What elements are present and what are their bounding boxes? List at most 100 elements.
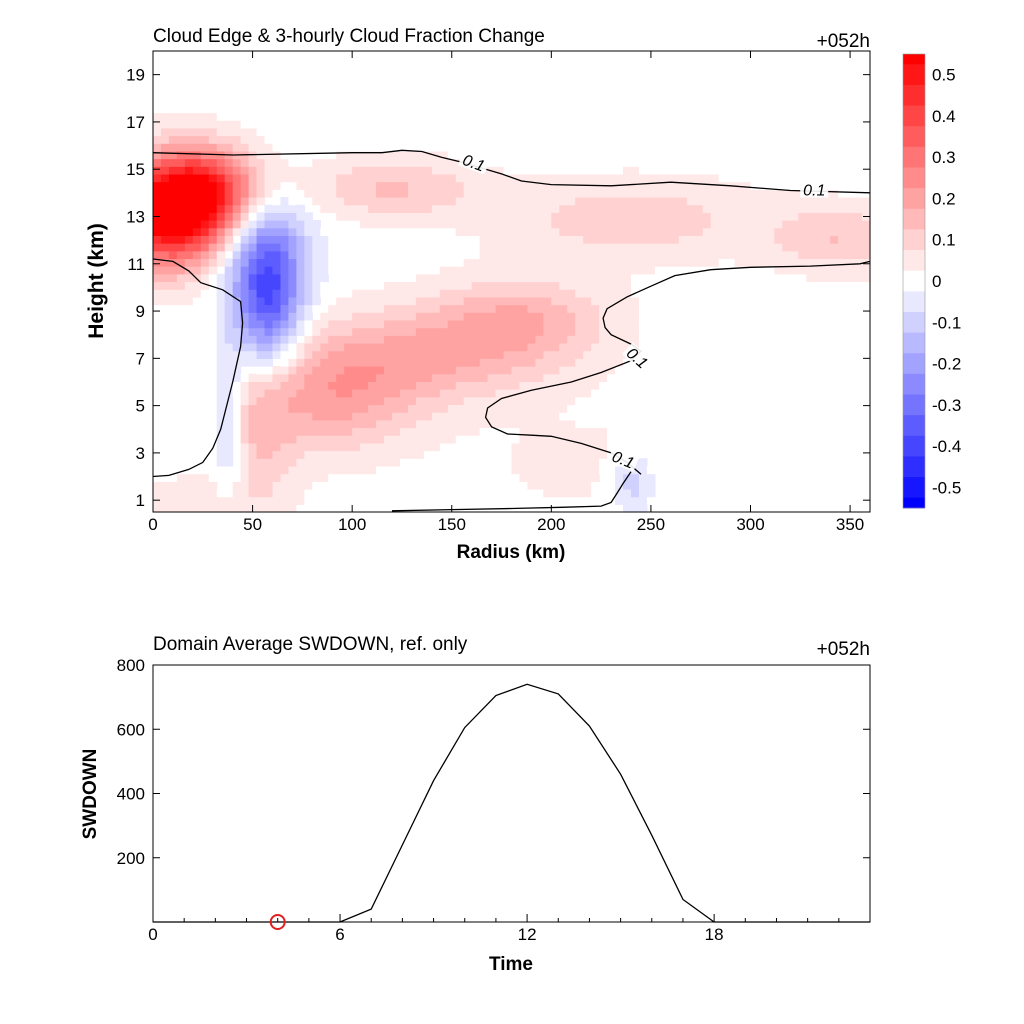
heatmap-cell [312, 465, 321, 475]
heatmap-cell [471, 181, 481, 190]
heatmap-cell [328, 196, 337, 206]
heatmap-cell [248, 419, 258, 429]
heatmap-cell [407, 442, 417, 452]
heatmap-cell [272, 173, 282, 183]
heatmap-cell [264, 319, 274, 329]
heatmap-cell [447, 304, 457, 313]
heatmap-cell [543, 319, 552, 329]
heatmap-cell [726, 227, 736, 236]
heatmap-cell [702, 235, 712, 244]
heatmap-cell [487, 442, 497, 452]
heatmap-cell [631, 504, 640, 513]
heatmap-cell [511, 212, 521, 221]
heatmap-cell [551, 189, 560, 198]
heatmap-cell [423, 158, 433, 167]
heatmap-cell [336, 304, 345, 313]
heatmap-cell [519, 412, 529, 421]
heatmap-cell [336, 404, 345, 413]
heatmap-cell [407, 319, 417, 329]
colorbar-cell [903, 126, 925, 148]
heatmap-cell [192, 181, 202, 190]
heatmap-cell [368, 335, 377, 344]
heatmap-cell [296, 304, 305, 313]
heatmap-cell [399, 366, 409, 375]
heatmap-cell [726, 250, 736, 260]
colorbar-cell [903, 415, 925, 437]
colorbar-cell [903, 146, 925, 168]
heatmap-cell [575, 335, 584, 344]
heatmap-cell [511, 458, 521, 467]
heatmap-cell [304, 465, 313, 475]
heatmap-cell [240, 312, 250, 321]
heatmap-cell [495, 296, 505, 306]
heatmap-cell [320, 304, 329, 313]
heatmap-cell [742, 243, 752, 252]
heatmap-cell [304, 304, 313, 313]
heatmap-cell [280, 319, 290, 329]
heatmap-cell [527, 404, 536, 413]
heatmap-cell [439, 173, 449, 183]
heatmap-cell [447, 166, 457, 175]
heatmap-cell [264, 166, 274, 175]
heatmap-cell [216, 450, 226, 459]
heatmap-cell [200, 273, 210, 283]
heatmap-cell [686, 196, 696, 206]
heatmap-cell [694, 473, 704, 482]
heatmap-cell [654, 273, 664, 283]
heatmap-cell [256, 127, 266, 137]
heatmap-cell [599, 289, 608, 298]
heatmap-cell [447, 250, 457, 260]
heatmap-cell [479, 442, 489, 452]
heatmap-cell [264, 465, 274, 475]
heatmap-cell [599, 281, 608, 290]
heatmap-cell [559, 204, 568, 213]
heatmap-cell [814, 220, 823, 229]
heatmap-cell [623, 281, 632, 290]
heatmap-cell [168, 304, 178, 313]
heatmap-cell [415, 158, 425, 167]
heatmap-cell [216, 204, 226, 213]
heatmap-cell [384, 296, 393, 306]
heatmap-cell [479, 212, 489, 221]
heatmap-cell [670, 166, 680, 175]
heatmap-cell [455, 419, 465, 429]
heatmap-cell [503, 473, 513, 482]
heatmap-cell [320, 273, 329, 283]
heatmap-cell [471, 419, 481, 429]
heatmap-cell [511, 196, 521, 206]
heatmap-cell [176, 258, 186, 267]
heatmap-cell [256, 389, 266, 398]
heatmap-cell [694, 220, 704, 229]
heatmap-cell [495, 458, 505, 467]
heatmap-cell [559, 158, 568, 167]
heatmap-cell [607, 404, 616, 413]
heatmap-cell [200, 266, 210, 275]
heatmap-cell [399, 473, 409, 482]
heatmap-cell [184, 127, 194, 137]
heatmap-cell [168, 235, 178, 244]
heatmap-cell [216, 366, 226, 375]
heatmap-cell [280, 335, 290, 344]
heatmap-cell [455, 304, 465, 313]
heatmap-cell [726, 166, 736, 175]
heatmap-cell [320, 358, 329, 367]
heatmap-cell [224, 396, 234, 406]
heatmap-cell [631, 158, 640, 167]
heatmap-cell [710, 196, 720, 206]
heatmap-cell [519, 366, 529, 375]
heatmap-cell [256, 465, 266, 475]
heatmap-cell [495, 181, 505, 190]
heatmap-cell [304, 173, 313, 183]
bottom-y-axis-label: SWDOWN [80, 749, 101, 840]
heatmap-cell [264, 258, 274, 267]
heatmap-cell [248, 435, 258, 444]
heatmap-cell [527, 435, 536, 444]
heatmap-cell [415, 381, 425, 390]
heatmap-cell [168, 481, 178, 490]
heatmap-cell [670, 212, 680, 221]
heatmap-cell [519, 181, 529, 190]
heatmap-cell [312, 358, 321, 367]
heatmap-cell [240, 243, 250, 252]
heatmap-cell [232, 289, 242, 298]
heatmap-cell [399, 396, 409, 406]
